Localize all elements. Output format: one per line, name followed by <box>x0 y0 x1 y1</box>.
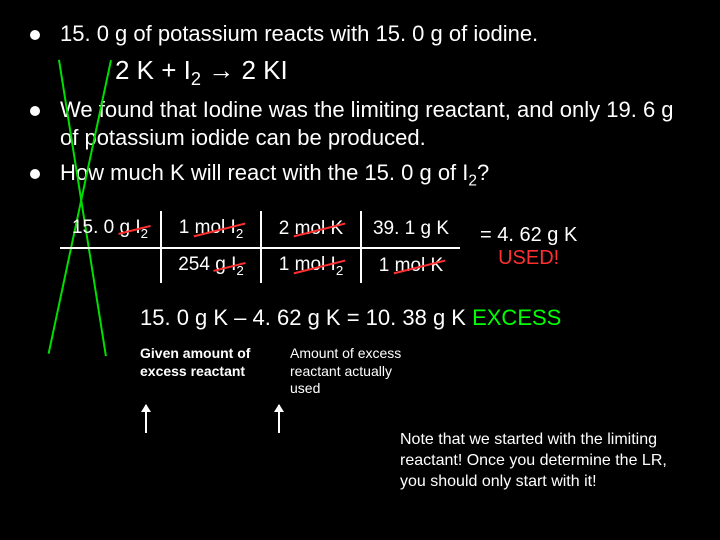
c22-sub: 2 <box>236 263 243 278</box>
c22-unit: g I <box>215 254 236 275</box>
excess-calculation: 15. 0 g K – 4. 62 g K = 10. 38 g K EXCES… <box>140 305 690 331</box>
b3-pre: How much K will react with the 15. 0 g o… <box>60 160 468 185</box>
c22-pre: 254 <box>178 254 215 275</box>
c24-pre: 1 <box>379 255 395 276</box>
c11-strike: g I2 <box>120 217 149 241</box>
c13-pre: 2 <box>279 218 295 239</box>
bullet-1-text: 15. 0 g of potassium reacts with 15. 0 g… <box>60 20 690 49</box>
c11-pre: 15. 0 <box>72 217 120 238</box>
chemical-equation: 2 K + I2 → 2 KI <box>115 55 690 90</box>
bullet-dot-icon <box>30 30 40 40</box>
excess-main: 15. 0 g K – 4. 62 g K = 10. 38 g K <box>140 305 472 330</box>
bullet-list: 15. 0 g of potassium reacts with 15. 0 g… <box>30 20 690 49</box>
c23-unit: mol I <box>295 254 336 275</box>
cell-r1c1: 15. 0 g I2 <box>60 211 160 247</box>
c12-sub: 2 <box>236 226 243 241</box>
cell-r2c1 <box>60 247 160 283</box>
annotations: Given amount of excess reactant Amount o… <box>140 345 690 398</box>
bullet-1: 15. 0 g of potassium reacts with 15. 0 g… <box>30 20 690 49</box>
arrow-up-icon <box>278 405 280 433</box>
bullet-dot-icon <box>30 106 40 116</box>
bullet-list-2: We found that Iodine was the limiting re… <box>30 96 690 192</box>
dimensional-analysis: 15. 0 g I2 1 mol I2 2 mol K 39. 1 g K 25… <box>60 211 690 283</box>
cell-r1c3: 2 mol K <box>260 211 360 247</box>
c22-strike: g I2 <box>215 254 244 278</box>
c12-strike: mol I2 <box>195 217 244 241</box>
bullet-3-text: How much K will react with the 15. 0 g o… <box>60 159 690 191</box>
cell-r1c4: 39. 1 g K <box>360 211 460 247</box>
eq-post: → 2 KI <box>201 55 288 85</box>
cell-r2c2: 254 g I2 <box>160 247 260 283</box>
excess-label: EXCESS <box>472 305 561 330</box>
bullet-2: We found that Iodine was the limiting re… <box>30 96 690 153</box>
bullet-dot-icon <box>30 169 40 179</box>
annotation-used: Amount of excess reactant actually used <box>290 345 410 398</box>
c12-pre: 1 <box>179 217 195 238</box>
b3-sub: 2 <box>468 172 477 189</box>
bullet-2-text: We found that Iodine was the limiting re… <box>60 96 690 153</box>
cell-r1c2: 1 mol I2 <box>160 211 260 247</box>
result-used: USED! <box>480 247 577 270</box>
eq-pre: 2 K + I <box>115 55 191 85</box>
result: = 4. 62 g K USED! <box>480 224 577 270</box>
b3-post: ? <box>477 160 489 185</box>
c13-unit: mol K <box>295 218 344 240</box>
annotation-given: Given amount of excess reactant <box>140 345 260 398</box>
bullet-3: How much K will react with the 15. 0 g o… <box>30 159 690 191</box>
c23-sub: 2 <box>336 263 343 278</box>
c14: 39. 1 g K <box>373 218 449 240</box>
c11-unit: g I <box>120 217 141 238</box>
c23-strike: mol I2 <box>295 254 344 278</box>
cell-r2c4: 1 mol K <box>360 247 460 283</box>
eq-sub: 2 <box>191 69 201 89</box>
calc-grid: 15. 0 g I2 1 mol I2 2 mol K 39. 1 g K 25… <box>60 211 460 283</box>
c12-unit: mol I <box>195 217 236 238</box>
c11-sub: 2 <box>141 226 148 241</box>
c23-pre: 1 <box>279 254 295 275</box>
result-value: = 4. 62 g K <box>480 224 577 247</box>
c24-unit: mol K <box>395 255 444 277</box>
cell-r2c3: 1 mol I2 <box>260 247 360 283</box>
arrow-up-icon <box>145 405 147 433</box>
note: Note that we started with the limiting r… <box>400 430 690 492</box>
